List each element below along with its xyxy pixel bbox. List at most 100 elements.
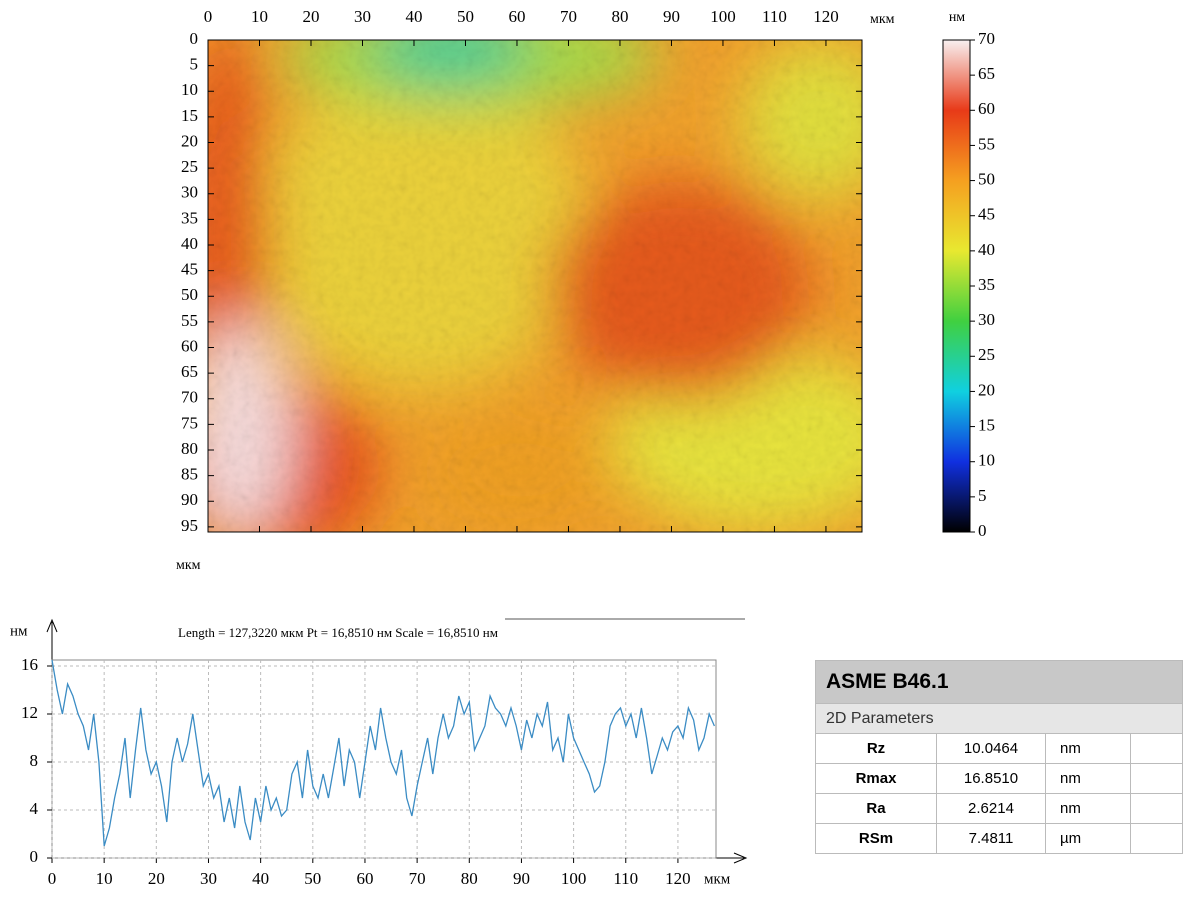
param-unit: nm [1045,763,1131,794]
colorbar-tick-label: 60 [978,99,995,118]
x-tick-label: 0 [204,7,213,26]
param-unit: µm [1045,823,1131,854]
table-title: ASME B46.1 [815,660,1183,704]
empty-cell [1130,733,1183,764]
y-tick-label: 5 [190,55,199,74]
x-unit: мкм [870,12,895,27]
y-tick-label: 20 [181,131,198,150]
param-name: Rmax [815,763,937,794]
y-tick-label: 4 [30,799,39,818]
x-tick-label: 70 [409,869,426,888]
x-tick-label: 50 [457,7,474,26]
y-tick-label: 0 [190,29,199,48]
y-tick-label: 90 [181,490,198,509]
plot-frame [51,659,717,859]
empty-cell [1130,763,1183,794]
y-tick-label: 85 [181,465,198,484]
y-tick-label: 8 [30,751,39,770]
x-tick-label: 120 [813,7,839,26]
table-subtitle: 2D Parameters [815,703,1183,734]
x-tick-label: 70 [560,7,577,26]
colorbar-tick-label: 10 [978,451,995,470]
colorbar-tick-label: 25 [978,345,995,364]
x-arrow [733,852,748,864]
param-name: Ra [815,793,937,824]
y-tick-label: 25 [181,157,198,176]
x-tick-label: 80 [611,7,628,26]
table-row: Ra 2.6214 nm [815,793,1183,824]
x-tick-label: 60 [356,869,373,888]
colorbar-tick-label: 70 [978,29,995,48]
x-tick-label: 10 [96,869,113,888]
param-unit: nm [1045,733,1131,764]
profile-title: Length = 127,3220 мкм Pt = 16,8510 нм Sc… [178,625,498,640]
x-tick-label: 80 [461,869,478,888]
y-arrow [46,618,58,633]
colorbar-tick-label: 50 [978,169,995,188]
y-tick-label: 70 [181,388,198,407]
y-tick-label: 80 [181,439,198,458]
profile-y-unit: нм [10,623,28,639]
x-tick-label: 100 [561,869,587,888]
x-tick-label: 120 [665,869,691,888]
param-name: Rz [815,733,937,764]
empty-cell [1130,823,1183,854]
y-tick-label: 40 [181,234,198,253]
x-tick-label: 20 [148,869,165,888]
y-tick-label: 0 [30,847,39,866]
colorbar-tick-label: 40 [978,240,995,259]
x-tick-label: 10 [251,7,268,26]
colorbar-tick-label: 35 [978,275,995,294]
height-map [208,40,862,532]
colorbar-unit: нм [949,10,965,25]
y-tick-label: 16 [21,655,38,674]
parameters-table: ASME B46.1 2D Parameters Rz 10.0464 nm Rmax… [815,660,1183,854]
colorbar-tick-label: 45 [978,205,995,224]
y-tick-label: 12 [21,703,38,722]
x-tick-label: 100 [710,7,736,26]
colorbar-tick-label: 15 [978,415,995,434]
table-row: Rmax 16.8510 nm [815,763,1183,794]
map-frame [207,39,863,533]
x-tick-label: 30 [354,7,371,26]
y-tick-label: 55 [181,311,198,330]
profile-line [51,659,715,847]
x-tick-label: 0 [48,869,57,888]
y-tick-label: 75 [181,413,198,432]
x-tick-label: 40 [405,7,422,26]
profile-x-unit: мкм [704,871,731,887]
y-tick-label: 15 [181,106,198,125]
x-tick-label: 110 [762,7,787,26]
x-tick-label: 30 [200,869,217,888]
y-unit: мкм [176,558,201,573]
x-tick-label: 90 [663,7,680,26]
param-name: RSm [815,823,937,854]
y-tick-label: 45 [181,260,198,279]
param-value: 16.8510 [936,763,1046,794]
x-tick-label: 20 [302,7,319,26]
table-row: RSm 7.4811 µm [815,823,1183,854]
x-tick-label: 110 [613,869,638,888]
param-value: 10.0464 [936,733,1046,764]
colorbar-tick-label: 65 [978,64,995,83]
y-tick-label: 50 [181,285,198,304]
x-tick-label: 60 [508,7,525,26]
colorbar-tick-label: 30 [978,310,995,329]
colorbar-tick-label: 0 [978,521,987,540]
y-tick-label: 65 [181,362,198,381]
y-tick-label: 60 [181,336,198,355]
y-tick-label: 95 [181,516,198,535]
colorbar [942,39,971,533]
y-tick-label: 30 [181,183,198,202]
empty-cell [1130,793,1183,824]
x-tick-label: 50 [304,869,321,888]
table-row: Rz 10.0464 nm [815,733,1183,764]
colorbar-tick-label: 55 [978,134,995,153]
colorbar-tick-label: 20 [978,380,995,399]
y-tick-label: 10 [181,80,198,99]
y-tick-label: 35 [181,208,198,227]
x-tick-label: 90 [513,869,530,888]
x-tick-label: 40 [252,869,269,888]
